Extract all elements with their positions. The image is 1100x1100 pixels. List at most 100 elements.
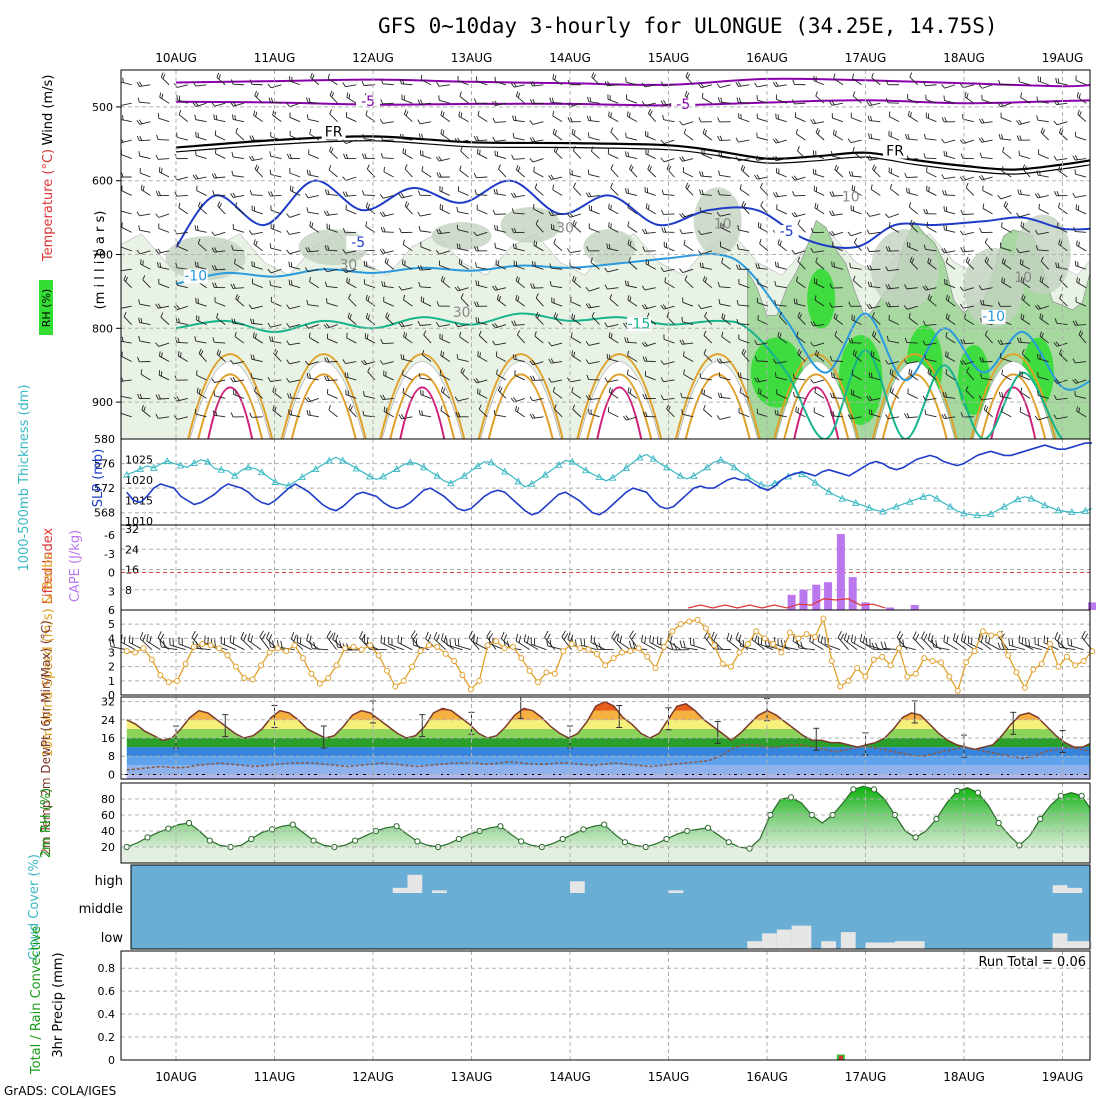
wind-barb: [345, 250, 357, 254]
contour-label: -5: [361, 94, 375, 110]
wind-barb-flag: [402, 354, 405, 360]
wind-barb-flag: [960, 412, 964, 418]
wind-barb: [140, 373, 151, 381]
wind-barb-flag: [439, 369, 442, 375]
wind-barb: [627, 115, 638, 123]
wind-barb: [513, 212, 525, 215]
wind-barb-flag: [198, 201, 201, 207]
wind-barb-flag: [721, 313, 724, 319]
wind-barb: [215, 153, 226, 159]
wind-barb: [850, 175, 862, 178]
wind-speed-marker: [375, 652, 382, 659]
wind-barb: [757, 302, 769, 307]
wind-barb-flag: [544, 630, 549, 638]
wind-barb-flag: [232, 192, 236, 198]
wind-barb-flag: [267, 376, 271, 382]
wind-barb-flag: [679, 640, 683, 648]
wind-barb: [591, 76, 600, 86]
wind-barb-flag: [967, 258, 971, 264]
wind-barb: [401, 83, 413, 86]
wind-barb: [457, 139, 469, 143]
wind-barb-flag: [267, 191, 271, 197]
bottom-day-label: 19AUG: [1042, 1070, 1084, 1084]
wind-barb-flag: [699, 207, 702, 213]
wind-barb-flag: [342, 359, 346, 364]
wind-barb: [345, 84, 357, 88]
wind-barb: [965, 187, 975, 196]
wind-barb-flag: [772, 138, 777, 144]
wind-barb-flag: [850, 338, 854, 344]
wind-barb: [944, 99, 956, 104]
wind-barb-flag: [109, 639, 112, 647]
cape-bar: [848, 577, 857, 610]
wind-barb: [569, 250, 581, 254]
wind-barb: [196, 392, 207, 399]
wind-barb: [308, 324, 319, 329]
wind-barb-flag: [652, 636, 655, 645]
wind-barb: [889, 391, 900, 399]
wind-barb: [851, 189, 862, 196]
contour-label: FR: [325, 124, 343, 140]
wind-barb-flag: [232, 101, 237, 106]
wind-barb-flag: [641, 634, 644, 642]
wind-barb: [569, 379, 581, 383]
wind-barb: [535, 297, 544, 307]
wind-barb: [271, 301, 282, 307]
wind-barb-flag: [663, 100, 667, 105]
wind-barb-flag: [329, 109, 333, 115]
wind-barb-flag: [1018, 119, 1023, 125]
wind-barb: [908, 317, 918, 325]
wind-barb: [195, 84, 207, 87]
wind-barb: [1056, 121, 1068, 126]
wind-barb-flag: [697, 230, 702, 235]
wind-barb-flag: [383, 636, 386, 645]
wind-barb-flag: [929, 295, 932, 301]
wind-barb-flag: [779, 333, 782, 339]
wind-barb-flag: [906, 154, 910, 160]
wind-barb-flag: [496, 369, 498, 375]
wind-barb: [963, 287, 974, 292]
wind-barb-flag: [866, 304, 870, 309]
wind-barb: [925, 99, 937, 104]
wind-barb: [869, 376, 881, 381]
wind-barb-flag: [715, 642, 720, 650]
wind-barb-flag: [496, 189, 498, 195]
wind-barb-flag: [986, 258, 990, 264]
wind-barb: [851, 319, 862, 326]
wind-barb-flag: [440, 110, 443, 116]
wind-barb: [851, 374, 862, 381]
axis-label-part: 10m Wind Speed (m/s) & Barbs: [41, 552, 56, 757]
wind-barb-flag: [339, 640, 342, 648]
wind-barb: [645, 263, 656, 270]
cloud-bar: [570, 881, 585, 893]
wind-barb-flag: [589, 97, 592, 103]
wind-barb: [741, 205, 750, 215]
wind-barb-flag: [815, 91, 818, 97]
wind-barb-flag: [1072, 379, 1077, 384]
wind-barb-flag: [627, 281, 630, 287]
wind-barb: [382, 361, 394, 365]
cloud-bar: [865, 942, 896, 949]
wind-barb-flag: [380, 635, 383, 643]
wind-barb-flag: [849, 262, 852, 268]
wind-barb-flag: [668, 166, 672, 171]
thickness-marker: [271, 478, 280, 485]
wind-barb: [570, 301, 582, 307]
wind-barb: [626, 99, 638, 104]
wind-barb: [364, 361, 376, 366]
wind-barb-flag: [309, 170, 311, 176]
wind-barb: [739, 391, 750, 399]
wind-barb-flag: [735, 632, 739, 640]
axis-label-part: SLP (mb): [91, 449, 106, 508]
thickness-marker: [838, 494, 847, 502]
wind-barb: [177, 416, 188, 420]
wind-barb-flag: [1011, 639, 1014, 647]
wind-barb-flag: [1041, 277, 1044, 283]
wind-barb: [139, 250, 151, 255]
wind-barb: [1037, 195, 1049, 199]
wind-barb-flag: [642, 229, 646, 234]
wind-barb-flag: [847, 138, 852, 143]
wind-barb: [329, 150, 338, 159]
wind-barb-flag: [978, 285, 983, 290]
